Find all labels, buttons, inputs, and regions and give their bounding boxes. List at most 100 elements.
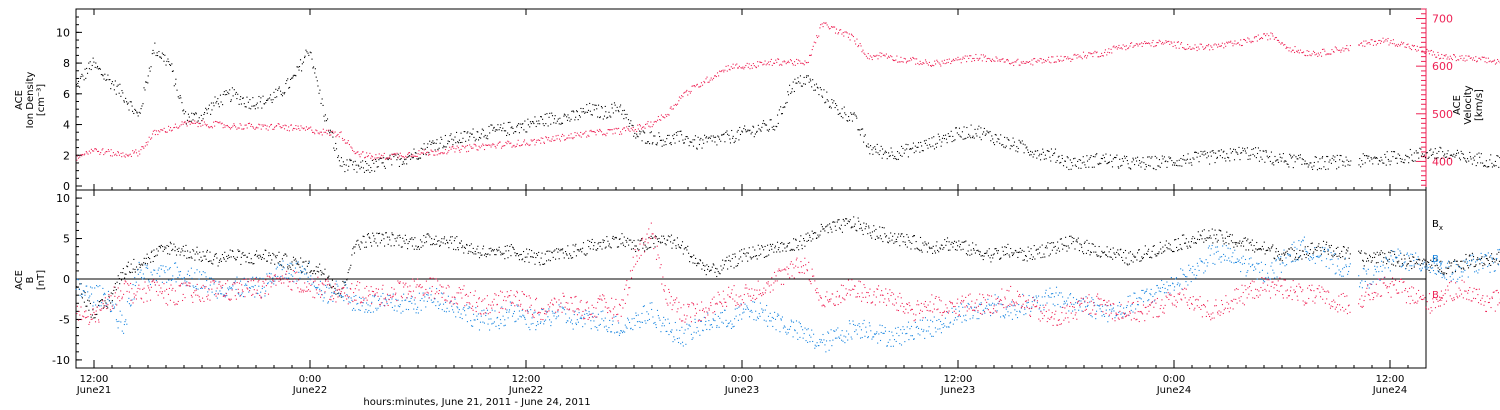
ion-density-point — [285, 82, 287, 85]
ion-density-point — [827, 100, 829, 102]
velocity-point — [170, 130, 172, 132]
velocity-point — [1189, 46, 1191, 48]
velocity-point — [616, 128, 618, 130]
ion-density-point — [326, 118, 329, 120]
velocity-point — [959, 58, 961, 60]
bx-point — [1342, 246, 1345, 248]
ion-density-point — [558, 123, 560, 125]
velocity-point — [1314, 54, 1316, 56]
bx-point — [1190, 241, 1193, 243]
bx-point — [1195, 242, 1197, 244]
bx-point — [904, 241, 906, 243]
bx-point — [948, 241, 950, 243]
by-point — [171, 278, 173, 281]
by-point — [89, 286, 92, 288]
bx-point — [1380, 250, 1382, 252]
velocity-point — [898, 61, 900, 63]
velocity-point — [856, 38, 858, 40]
ion-density-point — [889, 155, 891, 157]
bx-point — [974, 252, 976, 254]
velocity-point — [299, 129, 301, 131]
velocity-point — [1034, 57, 1036, 60]
bx-point — [430, 244, 432, 246]
ion-density-point — [174, 83, 177, 85]
ion-density-point — [943, 138, 946, 140]
bx-point — [707, 268, 709, 270]
bx-point — [1432, 257, 1434, 259]
velocity-point — [1060, 55, 1062, 57]
bx-point — [1408, 257, 1410, 259]
bx-point — [811, 230, 813, 232]
bx-point — [1277, 255, 1279, 257]
bx-point — [1171, 251, 1174, 253]
bx-point — [150, 251, 152, 253]
bx-point — [1454, 259, 1456, 261]
velocity-point — [783, 60, 785, 62]
ion-density-point — [521, 123, 523, 125]
ion-density-point — [493, 126, 495, 128]
velocity-point — [1474, 59, 1476, 62]
ion-density-point — [1409, 148, 1411, 151]
bx-point — [1461, 260, 1463, 262]
velocity-point — [199, 122, 201, 125]
velocity-point — [1241, 44, 1243, 47]
ion-density-point — [1441, 157, 1443, 159]
velocity-point — [690, 90, 692, 93]
bx-point — [1086, 239, 1088, 241]
ion-density-point — [254, 108, 256, 110]
bx-point — [887, 242, 889, 244]
bx-point — [951, 241, 953, 243]
velocity-point — [478, 145, 480, 147]
ion-density-point — [473, 136, 475, 138]
velocity-point — [678, 100, 680, 102]
bx-point — [1096, 255, 1098, 257]
velocity-point — [392, 154, 394, 156]
bx-point — [455, 249, 457, 251]
ion-density-point — [1085, 166, 1087, 168]
bx-point — [997, 250, 999, 252]
ion-density-point — [905, 143, 907, 145]
bx-point — [1144, 245, 1146, 247]
bx-point — [94, 317, 96, 319]
velocity-point — [351, 147, 353, 149]
ion-density-point — [711, 140, 713, 142]
bx-point — [612, 235, 614, 238]
ion-density-point — [896, 150, 899, 153]
velocity-point — [457, 147, 459, 149]
ion-density-point — [329, 129, 331, 131]
bx-point — [653, 242, 655, 245]
ion-density-point — [1298, 154, 1300, 157]
bx-point — [210, 260, 212, 262]
velocity-point — [721, 70, 723, 72]
velocity-point — [1202, 46, 1204, 48]
velocity-point — [319, 131, 321, 133]
velocity-point — [377, 157, 379, 159]
ion-density-point — [1223, 150, 1225, 152]
bx-point — [1401, 258, 1403, 260]
velocity-point — [873, 55, 875, 57]
velocity-point — [1249, 40, 1251, 42]
bx-point — [287, 268, 289, 270]
bx-point — [321, 271, 323, 273]
velocity-point — [1324, 50, 1326, 52]
ion-density-point — [1358, 164, 1360, 166]
bx-point — [695, 257, 697, 260]
bx-point — [693, 254, 695, 256]
ion-density-point — [355, 164, 357, 166]
ion-density-point — [1341, 160, 1344, 162]
ion-density-point — [799, 75, 802, 77]
ion-density-point — [1385, 164, 1387, 166]
velocity-point — [191, 121, 193, 123]
ion-density-point — [278, 88, 280, 90]
ion-density-point — [857, 129, 859, 131]
velocity-point — [906, 60, 908, 63]
bx-point — [134, 271, 136, 273]
velocity-point — [668, 114, 670, 116]
velocity-point — [135, 149, 137, 151]
ion-density-point — [1498, 166, 1500, 168]
ion-density-point — [450, 133, 452, 135]
velocity-point — [821, 23, 823, 25]
bx-point — [486, 253, 488, 256]
velocity-point — [1265, 35, 1267, 37]
ion-density-point — [649, 143, 651, 145]
